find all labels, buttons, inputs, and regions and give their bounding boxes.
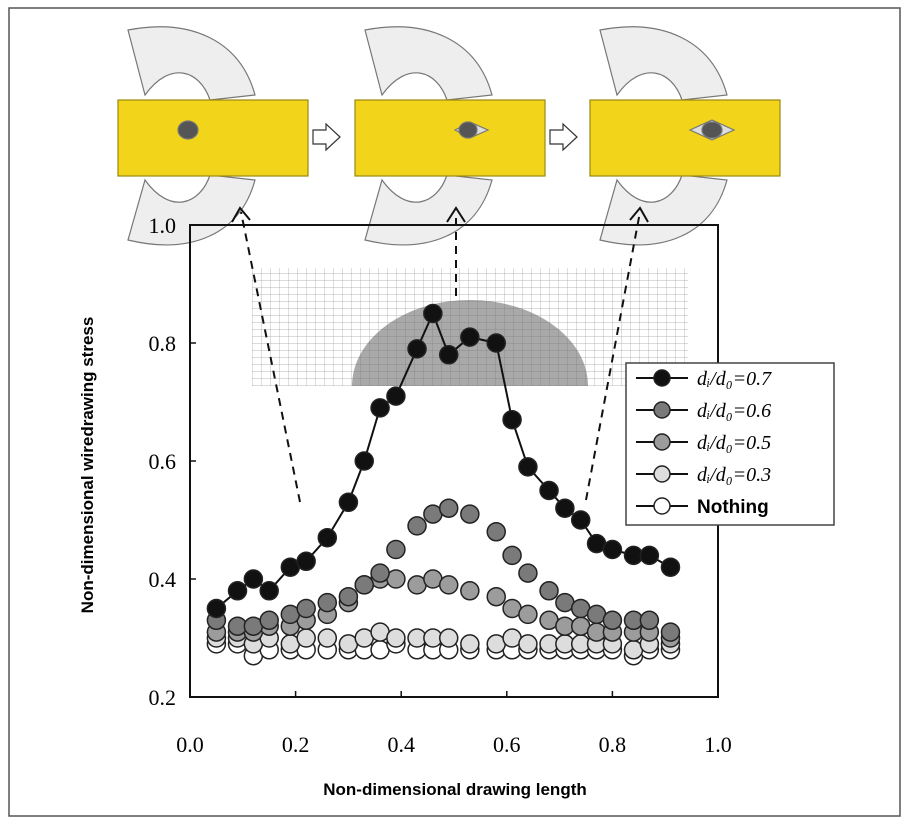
y-tick-label: 0.6: [149, 449, 177, 474]
data-point: [296, 551, 316, 572]
data-point: [386, 386, 406, 406]
legend-label: dᵢ/d₀=0.6: [697, 400, 771, 422]
data-point: [407, 339, 427, 359]
y-tick-label: 0.4: [149, 567, 177, 592]
x-axis-label: Non-dimensional drawing length: [323, 780, 587, 799]
x-tick-label: 1.0: [704, 732, 732, 757]
data-point: [386, 539, 406, 560]
data-point: [317, 592, 338, 613]
data-point: [502, 545, 522, 566]
data-point: [407, 516, 427, 536]
data-point: [296, 628, 316, 648]
y-tick-label: 1.0: [149, 213, 177, 238]
x-tick-label: 0.6: [493, 732, 521, 757]
data-point: [460, 327, 480, 347]
data-point: [354, 575, 374, 595]
data-point: [423, 303, 443, 324]
data-point: [639, 610, 660, 631]
data-point: [438, 345, 459, 365]
legend-marker: [653, 401, 671, 419]
data-point: [460, 634, 480, 654]
legend-marker: [653, 433, 671, 451]
data-point: [602, 610, 623, 631]
legend-label: dᵢ/d₀=0.3: [697, 464, 771, 486]
y-tick-label: 0.2: [149, 685, 177, 710]
data-point: [386, 628, 406, 648]
data-point: [660, 622, 681, 642]
data-point: [639, 545, 660, 566]
y-tick-label: 0.8: [149, 331, 177, 356]
data-point: [518, 563, 538, 583]
data-point: [438, 628, 459, 648]
data-point: [660, 557, 681, 577]
data-point: [518, 634, 538, 654]
data-point: [438, 575, 459, 595]
data-point: [206, 598, 227, 619]
data-point: [486, 522, 506, 542]
data-point: [602, 539, 623, 560]
data-point: [317, 527, 338, 548]
legend-marker: [653, 369, 671, 387]
legend-marker: [653, 465, 671, 483]
data-point: [460, 581, 480, 601]
data-point: [570, 510, 591, 530]
data-point: [370, 563, 390, 583]
data-point: [518, 457, 538, 477]
data-point: [370, 398, 390, 418]
data-point: [354, 451, 374, 471]
x-tick-label: 0.2: [282, 732, 310, 757]
legend-label: Nothing: [697, 497, 769, 518]
legend-label: dᵢ/d₀=0.5: [697, 432, 771, 454]
data-point: [486, 333, 506, 353]
x-tick-label: 0.0: [176, 732, 204, 757]
data-point: [338, 586, 359, 607]
data-point: [502, 409, 522, 430]
data-point: [296, 598, 316, 619]
y-axis-label: Non-dimensional wiredrawing stress: [78, 317, 97, 614]
data-point: [227, 581, 248, 601]
data-point: [259, 581, 279, 601]
data-point: [438, 498, 459, 518]
x-tick-label: 0.4: [387, 732, 415, 757]
data-point: [338, 492, 359, 513]
mesh-inset: [252, 268, 688, 386]
data-point: [518, 604, 538, 625]
x-tick-label: 0.8: [599, 732, 627, 757]
data-point: [259, 610, 279, 631]
data-point: [460, 504, 480, 524]
data-point: [243, 569, 264, 589]
data-point: [539, 480, 559, 501]
data-point: [539, 581, 559, 601]
data-point: [555, 498, 575, 518]
data-point: [317, 628, 338, 648]
illustrations: [117, 26, 781, 246]
legend-marker: [653, 497, 671, 515]
legend-label: dᵢ/d₀=0.7: [697, 368, 772, 390]
data-point: [486, 586, 506, 607]
